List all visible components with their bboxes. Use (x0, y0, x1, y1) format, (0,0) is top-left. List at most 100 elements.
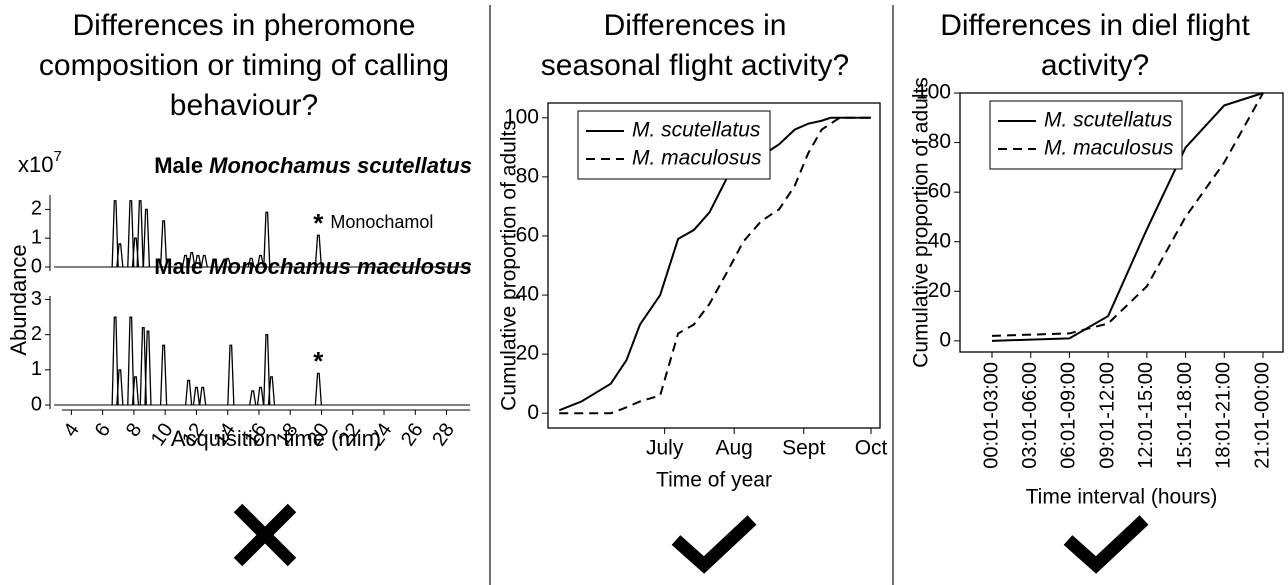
legend-label: M. maculosus (1044, 137, 1174, 160)
peak (139, 326, 147, 406)
x-tick-label: 26 (397, 419, 428, 450)
peak (142, 208, 151, 268)
peak (188, 251, 196, 268)
peak (116, 243, 124, 268)
y-axis-label: Cumulative proportion of adults (498, 120, 521, 411)
peak (136, 200, 144, 268)
peak (116, 369, 124, 406)
x-axis-label: Time interval (hours) (1026, 486, 1218, 509)
y-scale: x107 (18, 148, 62, 177)
peak (200, 254, 208, 268)
x-tick-label: 21:01-00:00 (1251, 362, 1273, 469)
y-tick-label: 60 (928, 180, 951, 203)
y-tick-label: 100 (916, 81, 951, 104)
peak (194, 254, 202, 268)
heading: Differences in seasonal flight activity? (540, 9, 850, 82)
x-tick-label: 12:01-15:00 (1135, 362, 1157, 469)
series-line (991, 92, 1264, 342)
x-tick-label: 00:01-03:00 (980, 362, 1002, 469)
chart-title: Male Monochamus scutellatus (154, 153, 472, 178)
x-tick-label: 18:01-21:00 (1213, 362, 1235, 469)
peak (256, 254, 265, 268)
x-tick-label: Oct (855, 437, 888, 460)
heading: Differences in pheromone composition or … (38, 9, 450, 122)
x-axis-label: Acquisition time (min) (171, 426, 381, 451)
y-tick-label: 0 (31, 393, 42, 415)
title-prefix: Male (154, 254, 203, 279)
series-line (559, 116, 872, 415)
peak (263, 211, 271, 268)
x-tick-label: Aug (716, 437, 753, 460)
y-tick-label: 80 (928, 130, 951, 153)
y-tick-label: 0 (527, 401, 539, 424)
y-tick-label: 2 (31, 323, 42, 345)
peak (159, 220, 168, 268)
legend-box (989, 100, 1183, 170)
legend-box (577, 110, 771, 180)
x-tick-label: 15:01-18:00 (1174, 362, 1196, 469)
x-tick-label: Sept (782, 437, 825, 460)
x-axis-label: Time of year (656, 469, 772, 492)
peak (184, 379, 193, 406)
cross-icon (233, 503, 297, 567)
peak (127, 316, 135, 406)
annotation-marker: * (313, 208, 324, 238)
y-tick-label: 40 (928, 229, 951, 252)
x-tick-label: 6 (91, 419, 115, 441)
y-tick-label: 20 (516, 342, 539, 365)
legend-label: M. scutellatus (632, 119, 761, 142)
peak (249, 390, 257, 406)
peak (224, 257, 232, 268)
x-tick-label: 4 (59, 419, 83, 441)
check-icon (671, 515, 757, 574)
legend-label: M. maculosus (632, 147, 762, 170)
x-tick-label: July (646, 437, 684, 460)
y-tick-label: 80 (516, 164, 539, 187)
y-scale-base: x10 (18, 152, 53, 177)
peak (314, 372, 323, 406)
peak (314, 234, 323, 268)
x-tick-label: 03:01-06:00 (1019, 362, 1041, 469)
y-scale-exponent: 7 (53, 148, 61, 165)
peak (227, 344, 235, 406)
title-prefix: Male (154, 153, 203, 178)
y-axis-label: Abundance (6, 244, 31, 355)
series-line (991, 92, 1264, 337)
y-tick-label: 1 (31, 226, 42, 248)
peak (127, 200, 135, 268)
peak (131, 376, 140, 406)
peak (192, 386, 201, 406)
y-tick-label: 100 (504, 105, 539, 128)
x-tick-label: 8 (122, 419, 146, 441)
x-tick-label: 06:01-09:00 (1058, 362, 1080, 469)
chart-title: Male Monochamus maculosus (154, 254, 472, 279)
peak (181, 254, 190, 268)
legend-label: M. scutellatus (1044, 109, 1173, 132)
peak (247, 257, 255, 268)
peak (111, 200, 119, 268)
peak (159, 344, 168, 406)
y-tick-label: 2 (31, 198, 42, 220)
y-tick-label: 20 (928, 279, 951, 302)
y-tick-label: 0 (31, 255, 42, 277)
peak (256, 386, 265, 406)
y-tick-label: 1 (31, 358, 42, 380)
x-tick-label: 28 (428, 419, 459, 450)
y-tick-label: 3 (31, 288, 42, 310)
peak (111, 316, 119, 406)
heading: Differences in diel flight activity? (940, 9, 1250, 82)
peak (263, 334, 271, 406)
check-icon (1063, 515, 1149, 574)
x-tick-label: 09:01-12:00 (1096, 362, 1118, 469)
y-tick-label: 40 (516, 283, 539, 306)
y-tick-label: 0 (939, 328, 951, 351)
peak (199, 386, 207, 406)
title-species: Monochamus maculosus (209, 254, 472, 279)
peak (144, 330, 152, 406)
y-axis-label: Cumulative proportion of adults (910, 77, 933, 368)
peak (267, 376, 276, 406)
plot-frame (959, 92, 1284, 353)
annotation-marker: * (313, 346, 324, 376)
